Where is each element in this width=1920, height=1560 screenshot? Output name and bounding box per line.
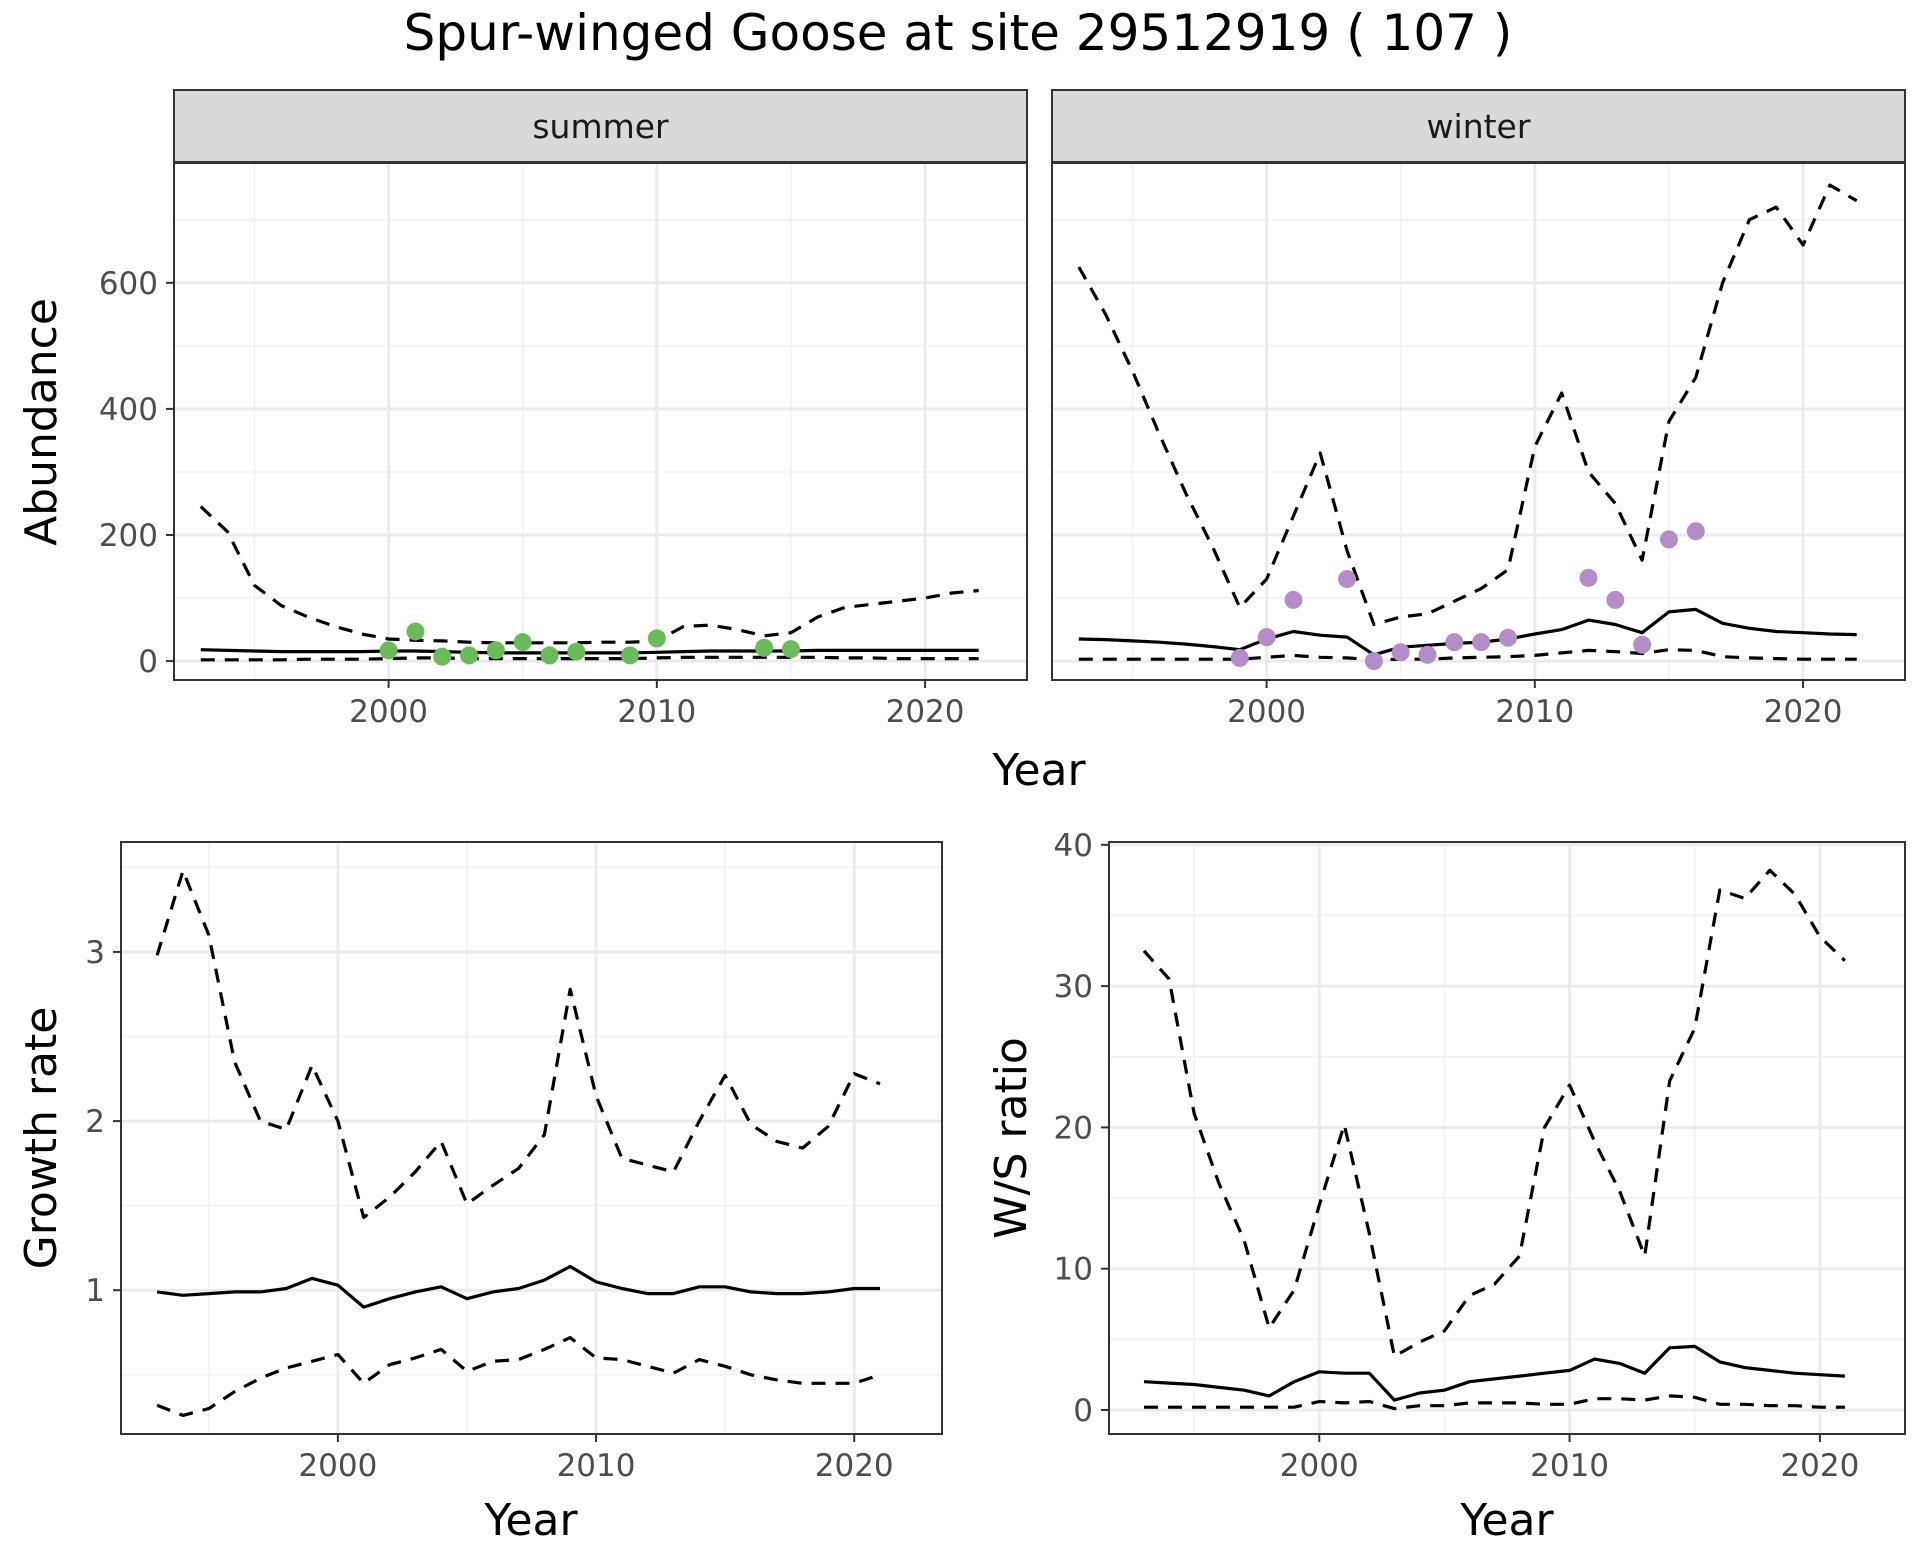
ws-ratio-x-axis-title: Year [1459,1495,1554,1546]
abundance-winter-data-point [1472,633,1491,652]
facet-strip-summer [173,89,1028,163]
abundance-summer-data-point [781,640,800,659]
abundance-summer-data-point [406,622,425,641]
figure-title: Spur-winged Goose at site 29512919 ( 107… [404,4,1513,62]
ws-ratio-median-line [1143,1344,1845,1402]
abundance-winter-data-point [1391,643,1410,662]
y-tick-label: 2 [85,1104,105,1140]
x-tick-label: 2020 [886,694,965,730]
x-tick-label: 2020 [815,1448,894,1484]
abundance-summer-bound-line-2 [200,655,979,662]
x-tick-label: 2010 [1530,1448,1609,1484]
x-tick-label: 2000 [1227,694,1306,730]
abundance-summer-data-point [486,641,505,660]
x-tick-label: 2000 [349,694,428,730]
growth-y-axis-title: Growth rate [16,1007,67,1270]
growth-rate-panel: 2000 2010 2020 1 2 3 [85,841,943,1484]
abundance-winter-data-point [1579,568,1598,587]
abundance-summer-data-point [379,641,398,660]
y-tick-label: 20 [1054,1110,1093,1146]
y-tick-label: 1 [85,1273,105,1309]
x-tick-label: 2020 [1780,1448,1859,1484]
y-tick-label: 3 [85,935,105,971]
abundance-summer-median-line [200,648,979,655]
abundance-summer-background [174,163,1027,680]
ws-ratio-bound-line-1 [1142,868,1847,1358]
y-tick-label: 0 [138,644,158,680]
growth-rate-bound-line-2 [156,1336,881,1417]
abundance-winter-data-point [1445,633,1464,652]
ws-ratio-panel: 2000 2010 2020 0 10 20 30 40 [1054,828,1906,1484]
abundance-winter-data-point [1659,530,1678,549]
growth-rate-background [121,842,942,1434]
facet-label-summer: summer [532,107,669,146]
growth-rate-bound-line-1 [155,869,881,1220]
abundance-winter-bound-line-2 [1078,648,1857,662]
ws-ratio-border [1108,841,1906,1435]
abundance-summer-data-point [540,646,559,665]
abundance-winter-data-point [1686,522,1705,541]
ws-ratio-background [1109,842,1905,1434]
abundance-winter-data-point [1257,628,1276,647]
abundance-winter-data-point [1338,570,1357,589]
abundance-winter-data-point [1284,590,1303,609]
abundance-summer-data-point [513,633,532,652]
facet-label-winter: winter [1427,107,1531,146]
ws-ratio-bound-line-2 [1144,1394,1845,1411]
y-tick-label: 400 [99,392,158,428]
y-tick-label: 0 [1073,1393,1093,1429]
x-tick-label: 2010 [557,1448,636,1484]
abundance-winter-panel: 2000 2010 2020 [1051,162,1906,730]
abundance-winter-data-point [1499,628,1518,647]
y-tick-label: 10 [1054,1252,1093,1288]
y-tick-label: 200 [99,518,158,554]
abundance-winter-data-point [1633,635,1652,654]
abundance-summer-data-point [755,638,774,657]
abundance-summer-bound-line-1 [199,505,979,645]
abundance-y-axis-title: Abundance [16,298,67,546]
x-tick-label: 2000 [1280,1448,1359,1484]
growth-x-axis-title: Year [483,1495,578,1546]
y-tick-label: 30 [1054,969,1093,1005]
growth-rate-median-line [156,1264,880,1309]
abundance-winter-border [1051,162,1906,681]
abundance-summer-data-point [621,646,640,665]
y-tick-label: 40 [1054,828,1093,864]
abundance-winter-data-point [1606,590,1625,609]
abundance-winter-median-line [1078,607,1857,657]
facet-strip-winter [1051,89,1906,163]
x-tick-label: 2010 [617,694,696,730]
ws-ratio-y-axis-title: W/S ratio [986,1037,1037,1239]
abundance-summer-data-point [647,629,666,648]
x-tick-label: 2000 [298,1448,377,1484]
x-tick-label: 2020 [1764,694,1843,730]
abundance-summer-panel: 2000 2010 2020 0 200 400 600 [99,162,1028,730]
abundance-winter-data-point [1364,652,1383,671]
abundance-summer-data-point [433,647,452,666]
abundance-summer-border [173,162,1028,681]
growth-rate-border [120,841,943,1435]
abundance-winter-data-point [1230,648,1249,667]
abundance-x-axis-title: Year [991,745,1086,796]
y-tick-label: 600 [99,266,158,302]
abundance-winter-background [1052,163,1905,680]
x-tick-label: 2010 [1495,694,1574,730]
abundance-winter-bound-line-1 [1077,183,1858,627]
abundance-winter-data-point [1418,645,1437,664]
abundance-summer-data-point [460,646,479,665]
abundance-summer-data-point [567,642,586,661]
